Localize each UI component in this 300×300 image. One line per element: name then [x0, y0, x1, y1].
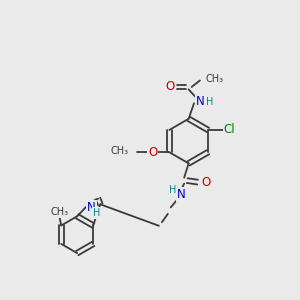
Text: CH₃: CH₃	[51, 207, 69, 218]
Text: O: O	[165, 80, 174, 94]
Text: H: H	[206, 97, 213, 107]
Text: N: N	[87, 201, 96, 214]
Text: Cl: Cl	[224, 123, 235, 136]
Text: N: N	[177, 188, 186, 201]
Text: O: O	[201, 176, 210, 189]
Text: O: O	[148, 146, 157, 159]
Text: N: N	[196, 95, 205, 108]
Text: H: H	[169, 185, 177, 195]
Text: CH₃: CH₃	[110, 146, 128, 156]
Text: CH₃: CH₃	[206, 74, 224, 84]
Text: H: H	[93, 208, 100, 218]
